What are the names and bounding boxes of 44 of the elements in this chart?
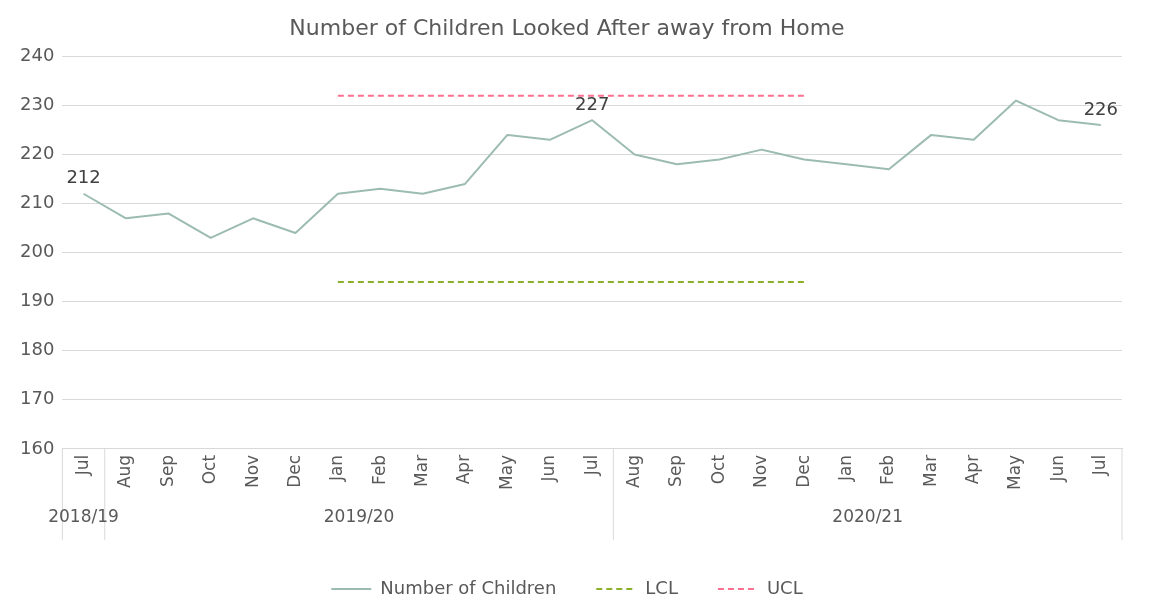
- y-tick-label: 210: [20, 191, 55, 213]
- data-label: 226: [1083, 97, 1118, 119]
- x-tick-label: Mar: [919, 454, 940, 487]
- y-tick-label: 200: [20, 240, 55, 262]
- legend-label: LCL: [645, 576, 678, 598]
- x-tick-label: Jan: [326, 454, 347, 483]
- y-tick-label: 160: [20, 436, 55, 458]
- x-tick-label: Jul: [1089, 454, 1110, 477]
- legend-label: Number of Children: [380, 576, 557, 598]
- x-tick-label: May: [1004, 454, 1025, 491]
- x-tick-label: Nov: [241, 454, 262, 489]
- y-tick-label: 180: [20, 338, 55, 360]
- x-tick-label: Dec: [792, 454, 813, 488]
- x-tick-label: Jan: [834, 454, 855, 483]
- x-tick-label: Nov: [750, 454, 771, 489]
- x-tick-label: Sep: [665, 454, 686, 487]
- x-tick-label: Mar: [411, 454, 432, 487]
- text: 2018/19: [48, 506, 119, 527]
- legend-label: UCL: [766, 576, 803, 598]
- text: 2020/21: [832, 506, 903, 527]
- y-tick-label: 190: [20, 289, 55, 311]
- x-tick-label: Oct: [199, 454, 220, 485]
- x-tick-label: Apr: [962, 454, 983, 485]
- x-tick-label: Jul: [580, 454, 601, 477]
- data-label: 227: [575, 92, 610, 114]
- y-tick-label: 230: [20, 93, 55, 115]
- x-tick-label: Feb: [877, 454, 898, 485]
- y-tick-label: 240: [20, 44, 55, 66]
- x-tick-label: Aug: [114, 454, 135, 489]
- x-tick-label: Aug: [622, 454, 643, 489]
- y-tick-label: 170: [20, 387, 55, 409]
- x-tick-label: Sep: [156, 454, 177, 487]
- x-tick-label: Dec: [283, 454, 304, 488]
- x-tick-label: Apr: [453, 454, 474, 485]
- x-tick-label: Jun: [538, 454, 559, 483]
- x-tick-label: Jul: [71, 454, 92, 477]
- y-tick-label: 220: [20, 142, 55, 164]
- x-tick-label: Oct: [707, 454, 728, 485]
- x-tick-label: May: [495, 454, 516, 491]
- x-tick-label: Jun: [1046, 454, 1067, 483]
- text: 2019/20: [323, 506, 395, 527]
- chart-title: Number of Children Looked After away from Home: [289, 14, 845, 40]
- data-label: 212: [66, 166, 101, 188]
- x-tick-label: Feb: [368, 454, 389, 485]
